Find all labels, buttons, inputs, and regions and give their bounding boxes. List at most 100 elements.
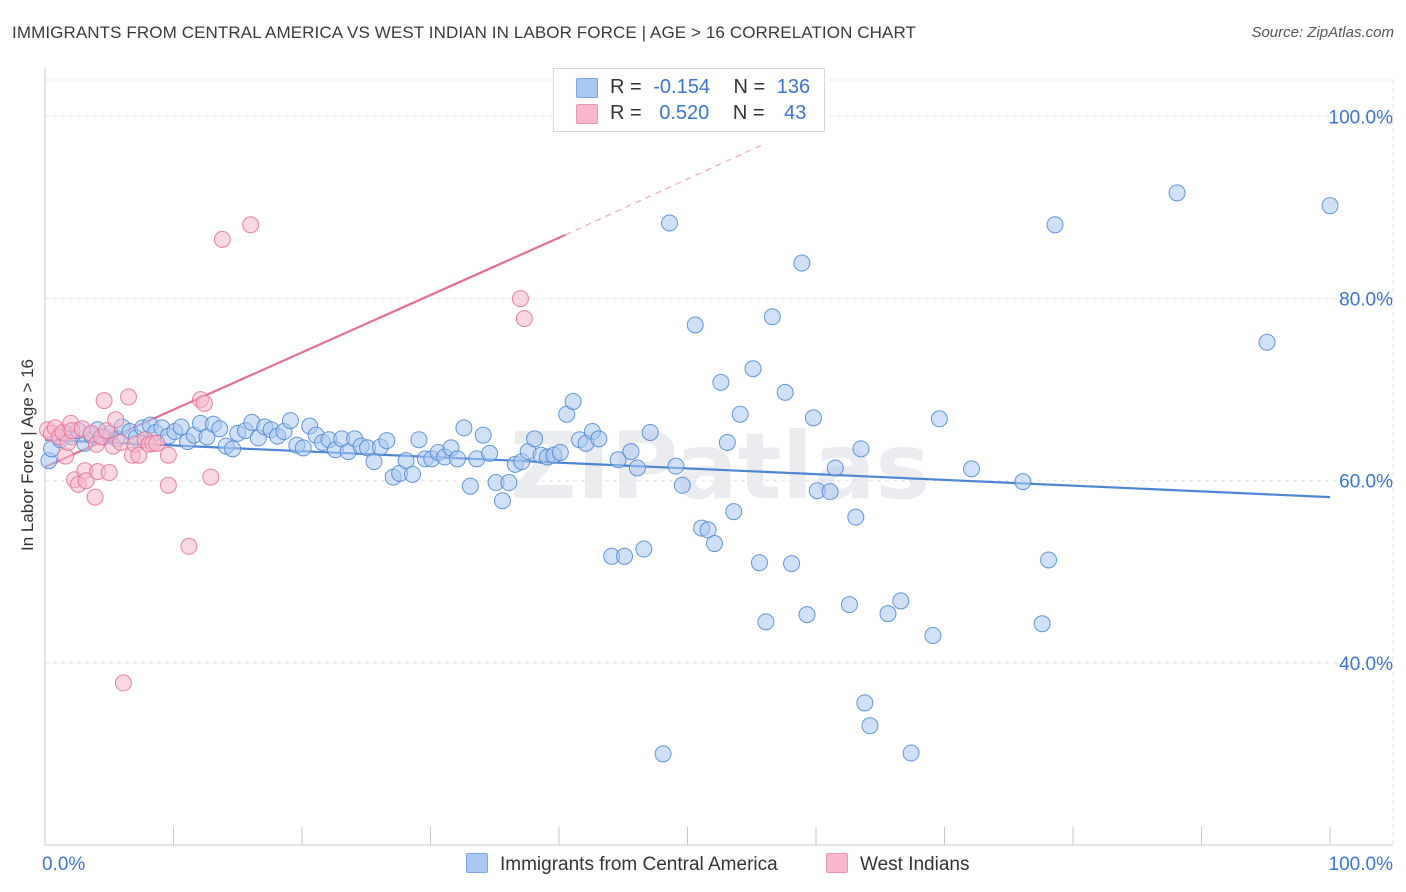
point-west-indians	[180, 537, 198, 555]
point-west-indians	[95, 392, 113, 410]
point-central-america	[448, 450, 466, 468]
point-central-america	[793, 254, 811, 272]
point-central-america	[924, 627, 942, 645]
r-value: 0.520	[659, 102, 710, 124]
point-west-indians	[511, 290, 529, 308]
point-central-america	[750, 554, 768, 572]
point-central-america	[718, 433, 736, 451]
bottom-legend-item-west-indians: West Indians	[826, 853, 969, 876]
source-label: Source: ZipAtlas.com	[1251, 24, 1394, 41]
point-central-america	[673, 476, 691, 494]
data-points	[39, 184, 1339, 763]
point-central-america	[654, 745, 672, 763]
point-central-america	[211, 420, 229, 438]
point-central-america	[667, 457, 685, 475]
r-value: -0.154	[653, 76, 710, 98]
point-central-america	[404, 465, 422, 483]
n-label: N =	[733, 76, 766, 98]
point-central-america	[365, 453, 383, 471]
point-central-america	[281, 412, 299, 430]
point-west-indians	[159, 476, 177, 494]
point-central-america	[378, 432, 396, 450]
point-west-indians	[77, 472, 95, 490]
n-value: 43	[784, 102, 807, 124]
point-central-america	[410, 431, 428, 449]
point-central-america	[826, 459, 844, 477]
point-central-america	[962, 460, 980, 478]
point-central-america	[641, 423, 659, 441]
x-tick-label-max: 100.0%	[1329, 854, 1394, 875]
point-central-america	[397, 452, 415, 470]
legend-swatch-pink	[826, 853, 848, 873]
point-central-america	[481, 444, 499, 462]
point-west-indians	[130, 446, 148, 464]
point-central-america	[616, 547, 634, 565]
point-central-america	[1046, 216, 1064, 234]
point-central-america	[712, 373, 730, 391]
point-central-america	[821, 483, 839, 501]
point-west-indians	[213, 230, 231, 248]
point-central-america	[1258, 333, 1276, 351]
r-label: R =	[610, 76, 642, 98]
point-west-indians	[100, 464, 118, 482]
point-central-america	[461, 477, 479, 495]
point-central-america	[852, 440, 870, 458]
point-west-indians	[148, 434, 166, 452]
y-tick-label: 40.0%	[1339, 654, 1393, 675]
point-west-indians	[195, 394, 213, 412]
point-central-america	[609, 451, 627, 469]
point-central-america	[590, 430, 608, 448]
point-central-america	[294, 439, 312, 457]
point-central-america	[172, 418, 190, 436]
point-central-america	[455, 419, 473, 437]
point-central-america	[725, 503, 743, 521]
point-west-indians	[114, 674, 132, 692]
legend-label: West Indians	[860, 854, 970, 875]
point-west-indians	[515, 310, 533, 328]
point-central-america	[551, 443, 569, 461]
point-central-america	[783, 555, 801, 573]
point-west-indians	[120, 388, 138, 406]
point-central-america	[564, 392, 582, 410]
x-tick-label-min: 0.0%	[42, 854, 85, 875]
point-central-america	[224, 440, 242, 458]
n-label: N =	[732, 102, 765, 124]
point-central-america	[861, 717, 879, 735]
watermark: ZIPatlas	[510, 413, 930, 520]
point-central-america	[686, 316, 704, 334]
point-central-america	[661, 214, 679, 232]
n-value: 136	[776, 76, 811, 98]
point-central-america	[500, 474, 518, 492]
tick-labels: 40.0% 60.0% 80.0% 100.0% 0.0% 100.0%	[42, 107, 1393, 875]
legend-swatch-blue	[576, 78, 598, 98]
point-central-america	[840, 596, 858, 614]
point-central-america	[635, 540, 653, 558]
point-west-indians	[98, 422, 116, 440]
legend-swatch-pink	[576, 104, 598, 124]
point-central-america	[856, 694, 874, 712]
point-central-america	[699, 521, 717, 539]
trend-line-extension	[565, 143, 765, 236]
point-central-america	[847, 508, 865, 526]
point-central-america	[798, 606, 816, 624]
point-central-america	[930, 410, 948, 428]
point-central-america	[763, 308, 781, 326]
y-tick-label: 80.0%	[1339, 290, 1393, 311]
y-axis-label: In Labor Force | Age > 16	[18, 358, 37, 552]
point-central-america	[622, 443, 640, 461]
point-west-indians	[242, 216, 260, 234]
legend-swatch-blue	[466, 853, 488, 873]
point-central-america	[628, 459, 646, 477]
point-central-america	[1040, 551, 1058, 569]
point-central-america	[902, 744, 920, 762]
point-central-america	[493, 492, 511, 510]
point-central-america	[757, 613, 775, 631]
point-central-america	[1033, 615, 1051, 633]
point-central-america	[526, 430, 544, 448]
point-west-indians	[86, 488, 104, 506]
point-west-indians	[159, 446, 177, 464]
point-central-america	[776, 383, 794, 401]
y-tick-label: 100.0%	[1329, 107, 1394, 128]
legend-label: Immigrants from Central America	[500, 854, 778, 875]
